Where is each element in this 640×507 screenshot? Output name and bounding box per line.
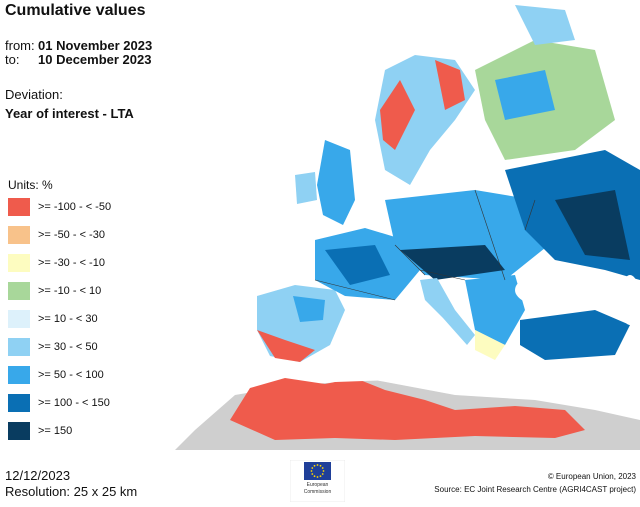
legend-item: >= -50 - < -30 (8, 224, 105, 246)
ireland-region (295, 172, 317, 204)
caspian-sea (620, 275, 640, 325)
legend-item: >= 50 - < 100 (8, 364, 104, 386)
legend-item: >= -100 - < -50 (8, 196, 111, 218)
logo-text-commission: Commission (303, 489, 332, 495)
italy-region (420, 278, 475, 345)
legend-swatch (8, 226, 30, 244)
legend-label: >= -30 - < -10 (38, 257, 105, 269)
balkans-region (465, 275, 525, 345)
legend-swatch (8, 198, 30, 216)
to-label: to: (5, 52, 20, 67)
legend-label: >= -100 - < -50 (38, 201, 112, 213)
legend-swatch (8, 282, 30, 300)
legend-item: >= -30 - < -10 (8, 252, 105, 274)
legend-units: Units: % (8, 178, 53, 192)
deviation-value: Year of interest - LTA (5, 106, 134, 121)
legend-swatch (8, 338, 30, 356)
north-africa-region (230, 378, 585, 440)
legend-label: >= -50 - < -30 (38, 229, 105, 241)
logo-text-european: European (306, 482, 329, 488)
map-title: Cumulative values (5, 2, 146, 19)
legend-label: >= 50 - < 100 (38, 369, 104, 381)
european-commission-logo: European Commission (289, 459, 346, 503)
legend-label: >= 10 - < 30 (38, 313, 98, 325)
legend-label: >= 30 - < 50 (38, 341, 98, 353)
mediterranean-sea (315, 345, 515, 385)
deviation-label: Deviation: (5, 87, 63, 102)
uk-region (317, 140, 355, 225)
issue-date: 12/12/2023 (5, 468, 71, 483)
legend-label: >= 150 (38, 425, 73, 437)
legend-swatch (8, 366, 30, 384)
legend-item: >= 150 (8, 420, 72, 442)
legend-label: >= 100 - < 150 (38, 397, 110, 409)
legend-swatch (8, 310, 30, 328)
legend-item: >= 10 - < 30 (8, 308, 98, 330)
from-date: 01 November 2023 (38, 38, 153, 53)
to-date: 10 December 2023 (38, 52, 152, 67)
europe-map (175, 0, 640, 450)
legend-item: >= 30 - < 50 (8, 336, 98, 358)
source-text: Source: EC Joint Research Centre (AGRI4C… (434, 485, 636, 494)
legend-item: >= 100 - < 150 (8, 392, 110, 414)
country-borders (314, 189, 536, 301)
legend-swatch (8, 394, 30, 412)
legend-swatch (8, 254, 30, 272)
black-sea (515, 272, 595, 308)
legend-swatch (8, 422, 30, 440)
resolution-text: Resolution: 25 x 25 km (5, 484, 138, 499)
legend-label: >= -10 - < 10 (38, 285, 102, 297)
turkey-region (520, 310, 630, 360)
from-label: from: (5, 38, 35, 53)
copyright-text: © European Union, 2023 (547, 472, 636, 481)
legend-item: >= -10 - < 10 (8, 280, 101, 302)
